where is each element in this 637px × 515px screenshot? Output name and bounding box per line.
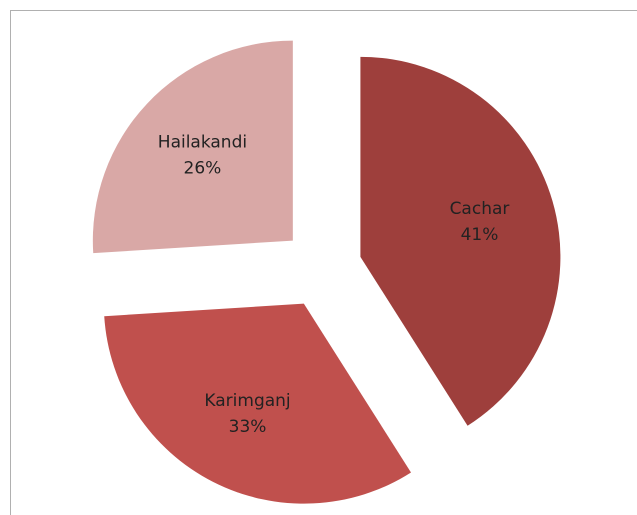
slice-label: Karimganj [204,391,290,411]
slice-label: Cachar [450,199,510,219]
pie-slice [104,303,412,504]
slice-value-label: 33% [229,417,267,437]
slice-label: Hailakandi [158,133,247,153]
slice-value-label: 41% [461,225,499,245]
pie-slice [92,40,293,254]
slice-value-label: 26% [184,159,222,179]
pie-slice [360,56,561,426]
